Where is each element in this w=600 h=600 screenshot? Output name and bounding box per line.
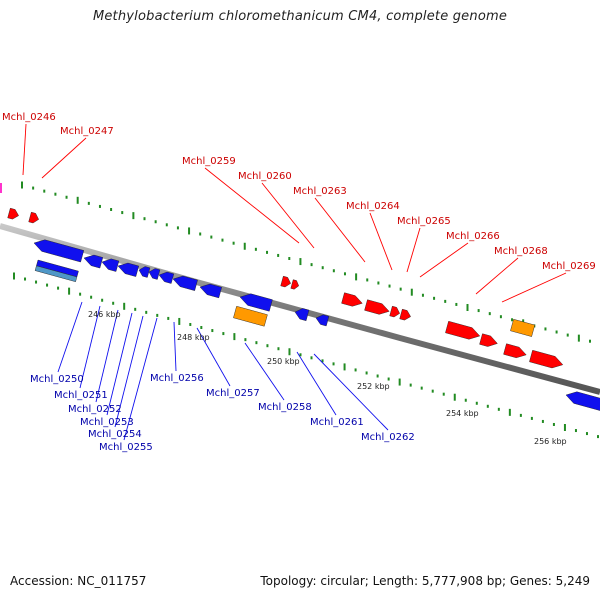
minus-strand-gene[interactable] bbox=[564, 389, 600, 412]
callout-line bbox=[196, 327, 231, 387]
callout-line bbox=[22, 123, 27, 176]
plus-strand-gene[interactable] bbox=[28, 211, 40, 224]
plus-strand-gene[interactable] bbox=[445, 320, 481, 342]
minus-strand-gene[interactable] bbox=[199, 282, 222, 299]
gene-body bbox=[34, 265, 78, 282]
gene-label-mchl-0265[interactable]: Mchl_0265 bbox=[397, 216, 451, 227]
gene-label-mchl-0246[interactable]: Mchl_0246 bbox=[2, 112, 56, 123]
minus-strand-gene[interactable] bbox=[83, 253, 104, 269]
minus-strand-gene[interactable] bbox=[315, 313, 330, 327]
rna-feature[interactable] bbox=[233, 305, 268, 327]
minus-strand-gene[interactable] bbox=[117, 261, 139, 277]
callout-line bbox=[95, 309, 119, 403]
scale-label-250: 250 kbp bbox=[267, 357, 300, 366]
gene-label-mchl-0257[interactable]: Mchl_0257 bbox=[206, 388, 260, 399]
callout-line bbox=[261, 182, 315, 249]
gene-label-mchl-0263[interactable]: Mchl_0263 bbox=[293, 186, 347, 197]
gene-label-mchl-0256[interactable]: Mchl_0256 bbox=[150, 373, 204, 384]
callout-line bbox=[114, 315, 144, 428]
callout-line bbox=[123, 317, 158, 441]
gene-label-mchl-0261[interactable]: Mchl_0261 bbox=[310, 417, 364, 428]
minus-strand-gene[interactable] bbox=[148, 267, 161, 280]
label-callouts bbox=[22, 123, 567, 441]
callout-line bbox=[79, 305, 101, 389]
callout-line bbox=[173, 321, 177, 372]
minus-strand-gene[interactable] bbox=[138, 265, 151, 278]
scale-label-248: 248 kbp bbox=[177, 333, 210, 342]
gene-label-mchl-0268[interactable]: Mchl_0268 bbox=[494, 246, 548, 257]
top-gene-labels: Mchl_0246 Mchl_0247 Mchl_0259 Mchl_0260 … bbox=[2, 112, 596, 272]
map-title: Methylobacterium chloromethanicum CM4, c… bbox=[92, 9, 508, 24]
scale-label-256: 256 kbp bbox=[534, 437, 567, 446]
minus-strand-gene[interactable] bbox=[238, 291, 273, 312]
gene-label-mchl-0259[interactable]: Mchl_0259 bbox=[182, 156, 236, 167]
minus-strand-gene[interactable] bbox=[32, 237, 85, 263]
callout-line bbox=[57, 301, 83, 373]
plus-strand-gene[interactable] bbox=[290, 279, 300, 291]
gene-features bbox=[0, 183, 600, 412]
minus-strand-gene[interactable] bbox=[158, 270, 175, 284]
callout-line bbox=[419, 242, 469, 278]
callout-line bbox=[244, 342, 285, 401]
gene-label-mchl-0253[interactable]: Mchl_0253 bbox=[80, 417, 134, 428]
plus-strand-gene[interactable] bbox=[7, 207, 20, 220]
gene-label-mchl-0251[interactable]: Mchl_0251 bbox=[54, 390, 108, 401]
gene-label-mchl-0262[interactable]: Mchl_0262 bbox=[361, 432, 415, 443]
callout-line bbox=[314, 197, 366, 263]
plus-strand-gene[interactable] bbox=[280, 275, 292, 288]
scale-label-254: 254 kbp bbox=[446, 409, 479, 418]
topology-text: Topology: circular; Length: 5,777,908 bp… bbox=[260, 574, 590, 588]
callout-line bbox=[106, 312, 133, 416]
plus-strand-gene[interactable] bbox=[503, 343, 528, 360]
gene-label-mchl-0252[interactable]: Mchl_0252 bbox=[68, 404, 122, 415]
gene-label-mchl-0264[interactable]: Mchl_0264 bbox=[346, 201, 400, 212]
gene-label-mchl-0260[interactable]: Mchl_0260 bbox=[238, 171, 292, 182]
callout-line bbox=[475, 257, 519, 295]
callout-line bbox=[406, 227, 421, 273]
minus-strand-gene[interactable] bbox=[101, 257, 120, 272]
minus-strand-gene[interactable] bbox=[172, 274, 198, 291]
minus-strand-gene[interactable] bbox=[294, 307, 310, 321]
rna-feature[interactable] bbox=[510, 318, 536, 337]
plus-strand-gene[interactable] bbox=[479, 333, 499, 349]
plus-strand-gene[interactable] bbox=[341, 292, 364, 309]
outer-tick-ring bbox=[21, 181, 591, 343]
plus-strand-gene[interactable] bbox=[364, 299, 391, 317]
gene-label-mchl-0266[interactable]: Mchl_0266 bbox=[446, 231, 500, 242]
inner-tick-ring bbox=[13, 272, 599, 439]
scale-label-252: 252 kbp bbox=[357, 382, 390, 391]
callout-line bbox=[313, 353, 389, 431]
accession-text: Accession: NC_011757 bbox=[10, 574, 147, 588]
scale-labels: 246 kbp 248 kbp 250 kbp 252 kbp 254 kbp … bbox=[88, 310, 567, 446]
minus-strand-gene[interactable] bbox=[34, 259, 79, 282]
scale-label-246: 246 kbp bbox=[88, 310, 121, 319]
gene-label-mchl-0247[interactable]: Mchl_0247 bbox=[60, 126, 114, 137]
plus-strand-gene[interactable] bbox=[529, 349, 564, 370]
gene-label-mchl-0254[interactable]: Mchl_0254 bbox=[88, 429, 142, 440]
callout-line bbox=[41, 137, 87, 179]
bottom-gene-labels: Mchl_0250 Mchl_0251 Mchl_0252 Mchl_0253 … bbox=[30, 373, 415, 453]
callout-line bbox=[501, 272, 567, 303]
gene-label-mchl-0269[interactable]: Mchl_0269 bbox=[542, 261, 596, 272]
plus-strand-gene[interactable] bbox=[399, 308, 412, 321]
gene-label-mchl-0258[interactable]: Mchl_0258 bbox=[258, 402, 312, 413]
plus-strand-gene[interactable] bbox=[0, 183, 2, 193]
callout-line bbox=[369, 212, 393, 271]
plus-strand-gene[interactable] bbox=[389, 305, 401, 318]
callout-line bbox=[296, 351, 337, 416]
gene-label-mchl-0255[interactable]: Mchl_0255 bbox=[99, 442, 153, 453]
callout-line bbox=[204, 167, 300, 244]
gene-label-mchl-0250[interactable]: Mchl_0250 bbox=[30, 374, 84, 385]
